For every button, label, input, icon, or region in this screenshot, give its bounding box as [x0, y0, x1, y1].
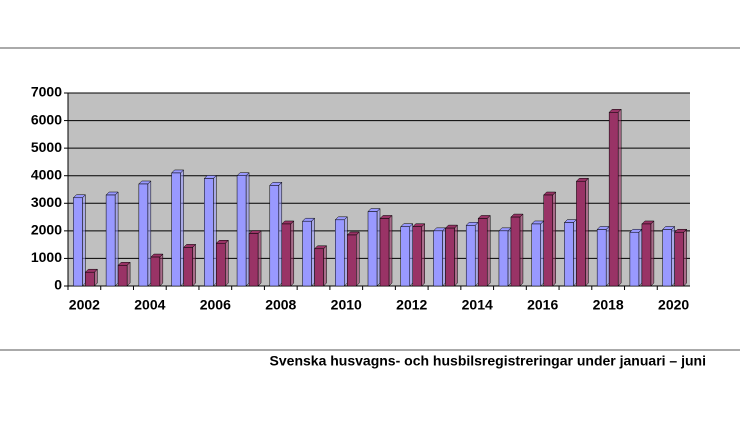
bar-side: [617, 108, 622, 287]
bar: [576, 180, 586, 287]
bar: [433, 230, 443, 287]
bar-side: [388, 214, 393, 287]
bar-side: [486, 214, 491, 287]
bar-side: [409, 223, 413, 287]
bar: [138, 183, 149, 287]
bar: [543, 194, 553, 287]
bar: [248, 233, 259, 287]
y-tick-label: 0: [54, 277, 62, 293]
bar: [400, 226, 410, 287]
bar: [465, 225, 476, 287]
bar: [105, 194, 116, 287]
bar-side: [323, 245, 327, 287]
bar-side: [650, 220, 655, 287]
bar-side: [257, 230, 262, 287]
bar: [183, 247, 193, 287]
y-tick-label: 2000: [31, 222, 62, 238]
y-tick-label: 4000: [31, 166, 62, 182]
y-tick-label: 7000: [31, 84, 62, 100]
x-tick-label: 2008: [265, 297, 296, 313]
y-tick-label: 5000: [31, 139, 62, 155]
bar-side: [519, 213, 524, 287]
bar-side: [213, 174, 217, 287]
bar: [347, 234, 357, 287]
bar-side: [311, 217, 315, 287]
bar: [662, 229, 672, 287]
bar-side: [126, 261, 131, 287]
x-tick-label: 2018: [593, 297, 624, 313]
bar-side: [225, 239, 229, 287]
bar: [236, 175, 247, 287]
bar-side: [356, 231, 360, 287]
chart-title: Svenska husvagns- och husbilsregistrerin…: [270, 353, 706, 369]
bar-side: [573, 218, 577, 287]
bar: [641, 223, 652, 287]
bar-side: [638, 228, 643, 287]
bar-side: [278, 181, 283, 287]
bar: [281, 223, 292, 287]
bar: [117, 265, 128, 287]
bar: [379, 218, 390, 287]
bar: [204, 178, 214, 287]
bar-side: [290, 220, 295, 287]
bar-side: [671, 225, 675, 287]
bar-side: [159, 253, 164, 287]
bar-side: [344, 216, 348, 287]
bar-side: [376, 207, 381, 287]
bar-side: [180, 169, 184, 287]
bar-side: [192, 243, 196, 287]
x-tick-label: 2002: [69, 297, 100, 313]
x-tick-label: 2004: [134, 297, 165, 313]
bar-side: [147, 180, 152, 287]
bar: [302, 220, 312, 287]
bar-side: [683, 228, 687, 287]
bar: [564, 222, 574, 287]
bar-side: [605, 225, 610, 287]
bar-side: [540, 220, 544, 287]
bar: [445, 227, 455, 287]
bar: [608, 112, 619, 287]
bar: [596, 229, 607, 287]
y-tick-label: 3000: [31, 194, 62, 210]
bar: [171, 172, 181, 287]
bar: [531, 223, 541, 287]
bar: [477, 218, 488, 287]
x-tick-label: 2006: [200, 297, 231, 313]
y-tick-label: 6000: [31, 111, 62, 127]
bar: [510, 216, 521, 287]
bar-side: [454, 224, 458, 287]
bar-side: [114, 191, 119, 287]
bar: [314, 248, 324, 287]
bar-side: [552, 191, 556, 287]
bar: [335, 219, 345, 287]
bar: [150, 256, 161, 287]
bar-side: [507, 227, 512, 287]
bar: [216, 243, 226, 287]
bar-side: [585, 177, 589, 287]
bar: [674, 231, 684, 287]
bar-side: [245, 172, 250, 287]
bar: [498, 230, 509, 287]
x-tick-label: 2012: [396, 297, 427, 313]
bar: [269, 185, 280, 287]
bar: [629, 231, 640, 287]
y-tick-label: 1000: [31, 249, 62, 265]
x-tick-label: 2020: [658, 297, 689, 313]
bar: [367, 211, 378, 287]
bar: [73, 197, 83, 287]
x-tick-label: 2010: [331, 297, 362, 313]
bar: [412, 226, 422, 287]
bar-side: [442, 227, 446, 287]
bar-side: [421, 223, 425, 287]
bar-side: [474, 221, 479, 287]
x-tick-label: 2016: [527, 297, 558, 313]
x-tick-label: 2014: [462, 297, 493, 313]
bar: [85, 271, 95, 287]
